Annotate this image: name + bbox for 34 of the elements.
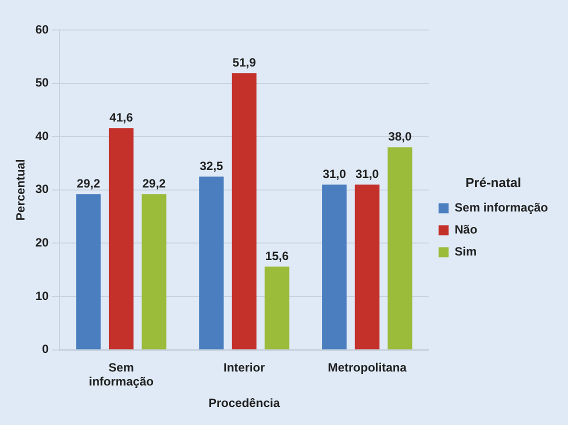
y-tick-label: 50: [35, 76, 50, 90]
data-label: 29,2: [142, 176, 166, 190]
data-label: 29,2: [76, 176, 100, 190]
data-label: 15,6: [265, 248, 289, 263]
y-tick-label: 20: [35, 236, 50, 250]
bar: [199, 176, 224, 350]
legend-label: Sim: [454, 244, 477, 259]
legend-label: Não: [454, 222, 478, 237]
data-label: 41,6: [110, 110, 134, 124]
y-tick-label: 0: [42, 342, 50, 356]
data-label: 51,9: [232, 55, 256, 70]
y-tick-label: 30: [35, 182, 50, 196]
bar: [108, 128, 134, 350]
x-tick-label: Metropolitana: [328, 360, 407, 374]
data-label: 32,5: [200, 158, 224, 173]
y-tick-label: 10: [35, 288, 50, 303]
x-tick-label: Interior: [224, 360, 266, 374]
bar: [76, 194, 101, 350]
y-tick-label: 60: [35, 22, 50, 36]
legend-title: Pré-natal: [466, 174, 522, 190]
bar: [354, 184, 380, 350]
bar: [322, 184, 347, 350]
bar: [232, 73, 256, 350]
x-tick-label: Sem informação: [88, 360, 154, 389]
y-axis-title: Percentual: [14, 159, 28, 221]
y-tick-label: 40: [35, 128, 50, 143]
legend-label: Sem informação: [454, 200, 548, 215]
data-label: 31,0: [355, 166, 380, 181]
x-axis-title: Procedência: [208, 396, 280, 410]
data-label: 31,0: [322, 166, 346, 181]
bar: [142, 194, 166, 350]
bar: [388, 147, 412, 350]
data-label: 38,0: [388, 130, 412, 144]
bar: [264, 266, 290, 350]
